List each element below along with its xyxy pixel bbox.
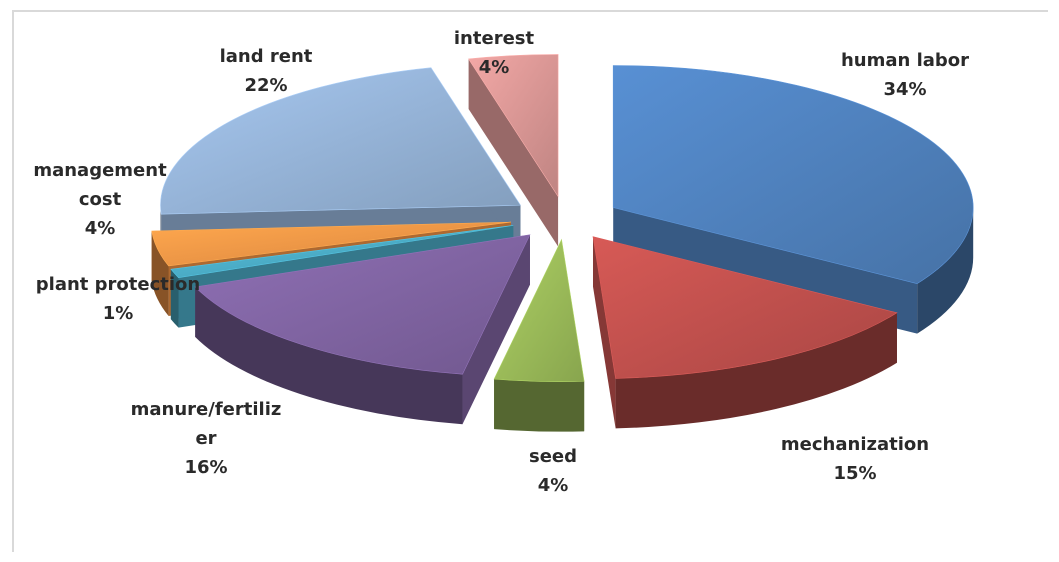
slice-value-label: 4% (85, 218, 116, 239)
slice-data-label: human labor 34% (841, 50, 969, 100)
slice-data-label: manure/fertiliz er 16% (131, 399, 282, 478)
pie-slice-top (194, 234, 531, 375)
pie-slice-wall (468, 58, 559, 247)
slice-value-label: 16% (184, 457, 227, 478)
pie-slice-top (151, 221, 512, 267)
pie-slice (592, 236, 898, 429)
pie-slice (468, 54, 559, 247)
pie-slice-side (917, 207, 974, 334)
pie-slice-top (612, 65, 974, 284)
slice-value-label: 1% (103, 303, 134, 324)
pie-slice (493, 238, 585, 432)
slice-data-label: mechanization 15% (781, 434, 929, 484)
slice-value-label: 4% (479, 57, 510, 78)
slice-category-label: plant protection (36, 274, 200, 295)
slice-value-label: 22% (244, 75, 287, 96)
pie-slice-top (468, 54, 559, 198)
slice-category-label: seed (529, 446, 577, 467)
slice-category-label: human labor (841, 50, 969, 71)
pie-slice-side (151, 230, 169, 316)
pie-slice (194, 234, 531, 425)
slice-category-label: er (195, 428, 216, 449)
slice-data-label: plant protection 1% (36, 274, 200, 324)
slice-category-label: land rent (220, 46, 313, 67)
slice-data-label: management cost 4% (33, 160, 167, 239)
slice-category-label: cost (79, 189, 122, 210)
pie-slice-top (160, 67, 522, 215)
pie-slice-side (615, 312, 897, 429)
slice-value-label: 4% (538, 475, 569, 496)
slice-category-label: management (33, 160, 167, 181)
pie-slice-top (170, 225, 514, 278)
pie-slice-top (493, 238, 585, 382)
pie-slice-top (592, 236, 898, 379)
slice-category-label: interest (454, 28, 535, 49)
slice-value-label: 15% (833, 463, 876, 484)
pie-slice-side (170, 269, 179, 328)
pie-slice-side (494, 379, 585, 432)
slice-category-label: mechanization (781, 434, 929, 455)
slice-data-label: seed 4% (529, 446, 577, 496)
slice-category-label: manure/fertiliz (131, 399, 282, 420)
pie-slice-wall (592, 236, 616, 429)
slice-data-label: interest 4% (454, 28, 535, 78)
slice-data-label: land rent 22% (220, 46, 313, 96)
pie-slice-side (195, 286, 463, 425)
slice-value-label: 34% (883, 79, 926, 100)
